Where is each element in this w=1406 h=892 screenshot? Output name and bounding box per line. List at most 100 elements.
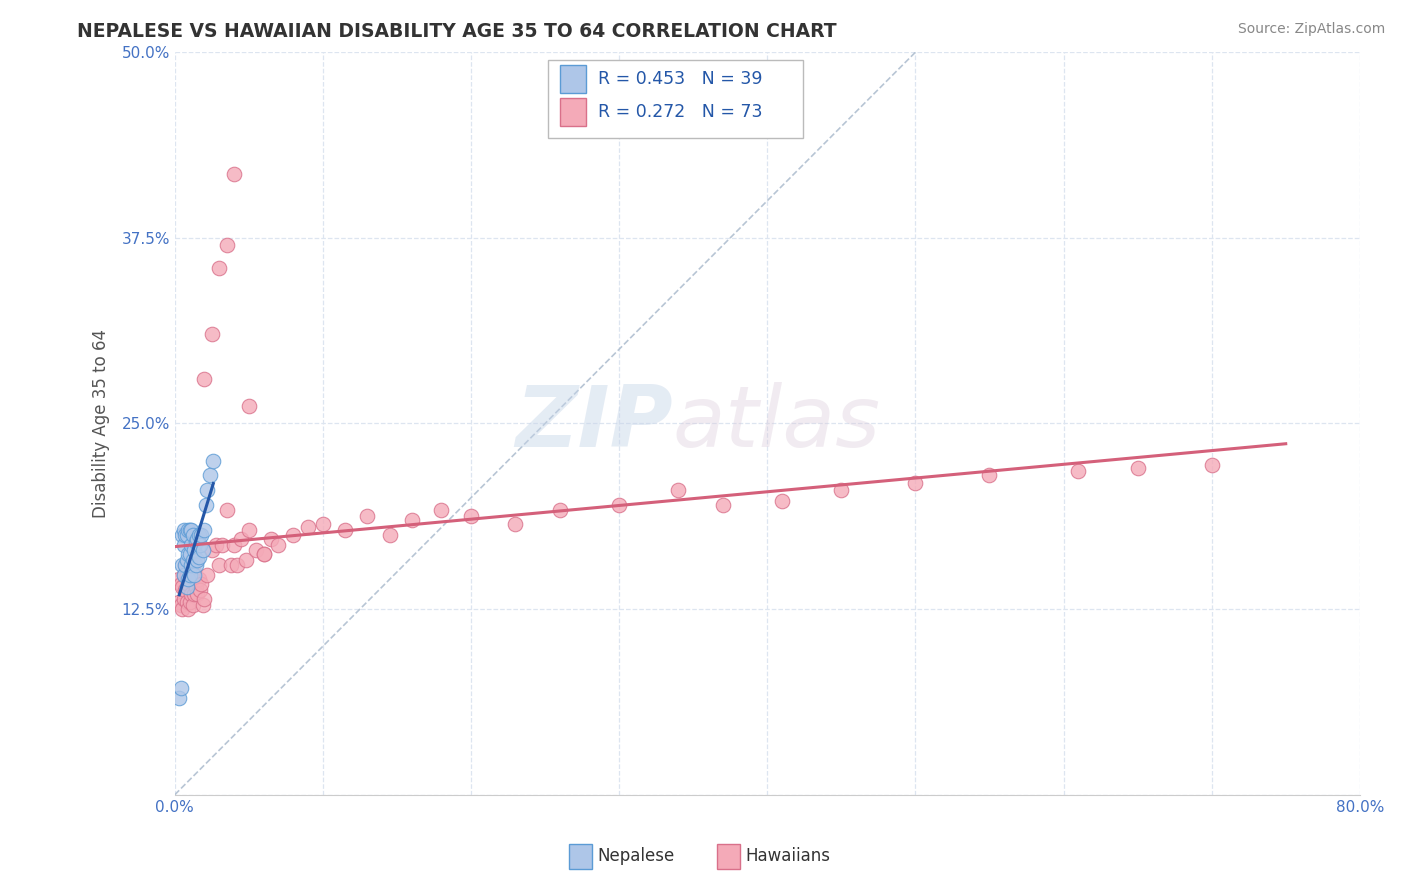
Text: Source: ZipAtlas.com: Source: ZipAtlas.com bbox=[1237, 22, 1385, 37]
Point bbox=[201, 542, 224, 557]
Point bbox=[219, 558, 242, 572]
Point bbox=[238, 399, 260, 413]
Point bbox=[222, 538, 245, 552]
Point bbox=[183, 587, 205, 601]
Point bbox=[172, 528, 194, 542]
Point bbox=[181, 598, 204, 612]
Point bbox=[297, 520, 319, 534]
Point bbox=[211, 538, 233, 552]
Point bbox=[177, 602, 200, 616]
Point bbox=[183, 568, 205, 582]
Point bbox=[186, 553, 208, 567]
Point bbox=[167, 691, 190, 706]
Point bbox=[180, 562, 202, 576]
Point bbox=[191, 542, 214, 557]
Point bbox=[184, 580, 207, 594]
Point bbox=[172, 602, 194, 616]
Point bbox=[181, 573, 204, 587]
Point bbox=[170, 681, 193, 695]
Point bbox=[333, 524, 356, 538]
Point bbox=[184, 558, 207, 572]
Point bbox=[187, 550, 209, 565]
Point bbox=[183, 542, 205, 557]
Point bbox=[174, 528, 197, 542]
Point bbox=[190, 577, 212, 591]
Point bbox=[183, 565, 205, 579]
Point bbox=[202, 453, 225, 467]
Point bbox=[235, 553, 257, 567]
Point bbox=[208, 558, 231, 572]
Point bbox=[1201, 458, 1223, 472]
Point bbox=[180, 587, 202, 601]
Point bbox=[770, 493, 793, 508]
Point bbox=[176, 580, 198, 594]
Point bbox=[167, 595, 190, 609]
Text: Nepalese: Nepalese bbox=[598, 847, 675, 865]
Point bbox=[181, 553, 204, 567]
Point bbox=[187, 528, 209, 542]
Text: NEPALESE VS HAWAIIAN DISABILITY AGE 35 TO 64 CORRELATION CHART: NEPALESE VS HAWAIIAN DISABILITY AGE 35 T… bbox=[77, 22, 837, 41]
Point bbox=[173, 591, 195, 606]
Point bbox=[176, 595, 198, 609]
Point bbox=[181, 528, 204, 542]
Point bbox=[238, 524, 260, 538]
Point bbox=[1067, 464, 1090, 478]
Point bbox=[172, 580, 194, 594]
Point bbox=[180, 558, 202, 572]
Point bbox=[184, 535, 207, 549]
Point bbox=[176, 568, 198, 582]
Point bbox=[267, 538, 290, 552]
Bar bbox=[560, 65, 586, 93]
Point bbox=[312, 517, 335, 532]
Point bbox=[187, 573, 209, 587]
Point bbox=[194, 498, 217, 512]
Text: ZIP: ZIP bbox=[515, 382, 672, 465]
Point bbox=[173, 524, 195, 538]
Point bbox=[174, 582, 197, 597]
Point bbox=[197, 568, 219, 582]
Text: R = 0.272   N = 73: R = 0.272 N = 73 bbox=[598, 103, 762, 121]
Point bbox=[979, 468, 1001, 483]
Point bbox=[548, 502, 571, 516]
Point bbox=[193, 372, 215, 386]
Point bbox=[226, 558, 249, 572]
FancyBboxPatch shape bbox=[548, 60, 803, 137]
Point bbox=[253, 547, 276, 561]
Point bbox=[711, 498, 734, 512]
Text: R = 0.453   N = 39: R = 0.453 N = 39 bbox=[598, 70, 762, 88]
Point bbox=[197, 483, 219, 498]
Point bbox=[179, 595, 201, 609]
Bar bbox=[560, 98, 586, 127]
Point bbox=[179, 524, 201, 538]
Text: Hawaiians: Hawaiians bbox=[745, 847, 830, 865]
Point bbox=[200, 468, 222, 483]
Point bbox=[179, 568, 201, 582]
Point bbox=[460, 508, 482, 523]
Point bbox=[173, 568, 195, 582]
Point bbox=[167, 573, 190, 587]
Point bbox=[172, 558, 194, 572]
Point bbox=[231, 533, 253, 547]
Point bbox=[904, 475, 927, 490]
Point bbox=[180, 524, 202, 538]
Point bbox=[176, 553, 198, 567]
Point bbox=[222, 167, 245, 181]
Point bbox=[253, 547, 276, 561]
Point bbox=[177, 573, 200, 587]
Point bbox=[186, 587, 208, 601]
Point bbox=[215, 502, 238, 516]
Point bbox=[668, 483, 690, 498]
Point bbox=[401, 513, 423, 527]
Point bbox=[180, 538, 202, 552]
Point bbox=[174, 558, 197, 572]
Point bbox=[177, 577, 200, 591]
Point bbox=[179, 568, 201, 582]
Point bbox=[830, 483, 852, 498]
Y-axis label: Disability Age 35 to 64: Disability Age 35 to 64 bbox=[93, 329, 110, 518]
Point bbox=[179, 547, 201, 561]
Text: atlas: atlas bbox=[672, 382, 880, 465]
Point bbox=[430, 502, 453, 516]
Point bbox=[173, 568, 195, 582]
Point bbox=[176, 528, 198, 542]
Point bbox=[356, 508, 378, 523]
